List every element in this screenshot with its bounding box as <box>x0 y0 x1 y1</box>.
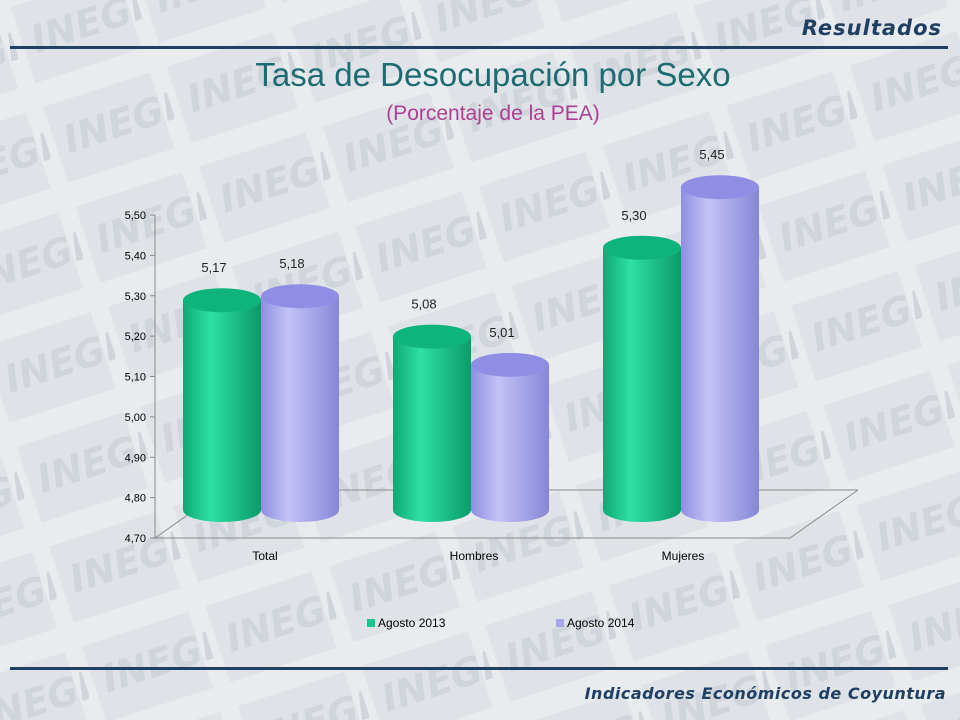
category-label: Hombres <box>450 549 499 563</box>
y-tick-label: 5,00 <box>125 412 146 424</box>
category-label: Total <box>252 549 277 563</box>
bar <box>471 352 549 522</box>
data-label: 5,18 <box>279 256 304 271</box>
legend-swatch-2014 <box>556 619 564 627</box>
y-tick-label: 5,10 <box>125 372 146 384</box>
section-title: Resultados <box>801 16 942 40</box>
legend-label-2014: Agosto 2014 <box>567 616 635 630</box>
y-tick-label: 4,90 <box>125 452 146 464</box>
chart-title: Tasa de Desocupación por Sexo <box>255 56 731 93</box>
data-label: 5,30 <box>621 208 646 223</box>
legend-label-2013: Agosto 2013 <box>378 616 446 630</box>
y-tick-label: 5,50 <box>125 210 146 222</box>
data-label: 5,08 <box>411 297 436 312</box>
data-label: 5,01 <box>489 325 514 340</box>
top-rule <box>10 46 948 49</box>
y-tick-label: 4,70 <box>125 533 146 545</box>
footer-text: Indicadores Económicos de Coyuntura <box>584 684 946 703</box>
bar <box>393 324 471 522</box>
chart-subtitle: (Porcentaje de la PEA) <box>386 102 600 125</box>
bar <box>603 235 681 522</box>
bar <box>261 284 339 522</box>
data-label: 5,45 <box>699 147 724 162</box>
y-tick-label: 5,40 <box>125 250 146 262</box>
bottom-rule <box>10 667 948 670</box>
category-label: Mujeres <box>662 549 705 563</box>
y-tick-label: 5,20 <box>125 331 146 343</box>
y-tick-label: 4,80 <box>125 493 146 505</box>
bar <box>183 288 261 522</box>
legend: Agosto 2013 Agosto 2014 <box>367 616 635 630</box>
legend-swatch-2013 <box>367 619 375 627</box>
y-tick-label: 5,30 <box>125 291 146 303</box>
data-label: 5,17 <box>201 260 226 275</box>
bar <box>681 175 759 522</box>
